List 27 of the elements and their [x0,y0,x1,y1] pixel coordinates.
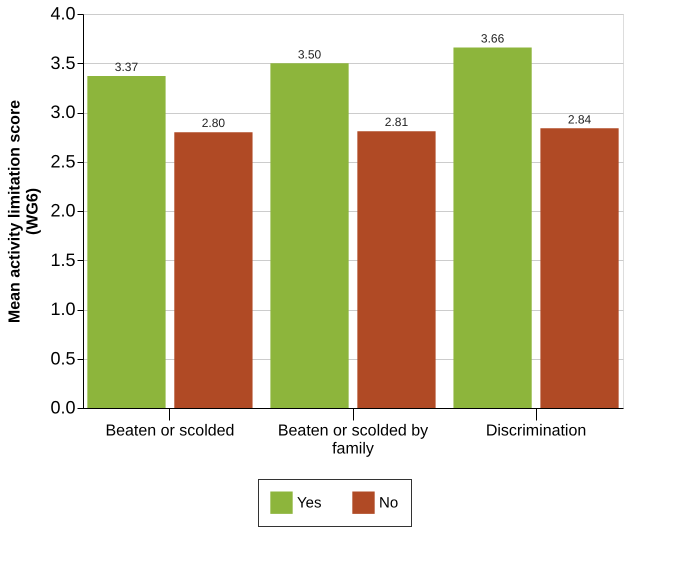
bar [270,63,349,408]
y-tick-label: 2.0 [50,200,76,220]
y-tick-label: 4.0 [50,4,76,24]
y-tick-label: 0.5 [50,348,76,368]
y-tick-label: 1.0 [50,299,76,319]
data-label: 2.81 [384,115,408,130]
data-label: 2.84 [568,112,592,126]
bar [540,128,619,408]
data-label: 3.37 [114,60,138,74]
x-tick-label: Beaten or scolded [105,422,234,440]
y-tick-label: 2.5 [50,151,76,172]
y-tick-label: 3.5 [50,52,76,73]
y-tick-label: 3.0 [50,102,76,122]
bar [174,132,253,408]
data-label: 3.50 [298,47,322,62]
legend-label: Yes [297,494,322,512]
y-axis-title: Mean activity limitation score (WG6) [6,100,42,324]
y-tick-label: 1.5 [50,250,76,270]
bar [453,47,532,408]
x-tick-label: Beaten or scolded by family [278,422,428,458]
x-tick-label: Discrimination [486,422,586,440]
legend-label: No [379,494,398,512]
bar [357,131,436,408]
data-label: 2.80 [202,116,226,130]
data-label: 3.66 [480,31,505,46]
y-tick-label: 0.0 [50,398,76,418]
bar [87,76,166,408]
